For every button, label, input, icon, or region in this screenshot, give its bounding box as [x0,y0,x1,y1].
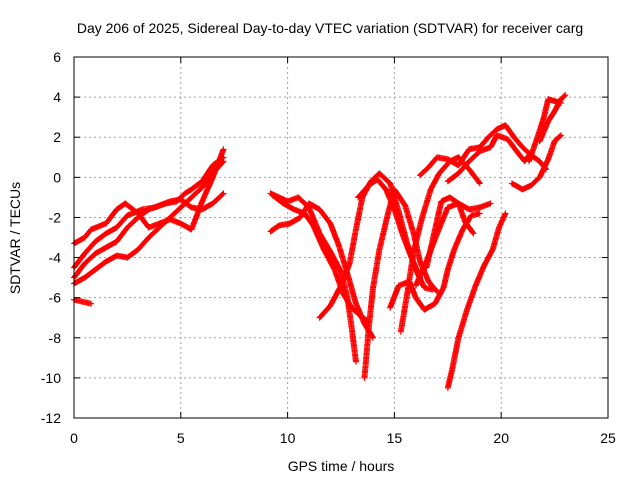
x-tick-label: 15 [387,430,403,446]
plot-frame [73,56,609,419]
series-arc20 [526,96,564,165]
x-tick-label: 5 [177,430,185,446]
x-tick-label: 20 [493,430,509,446]
x-tick-label: 0 [70,430,78,446]
data-point-markers [444,210,509,391]
chart-title: Day 206 of 2025, Sidereal Day-to-day VTE… [77,20,583,36]
data-point-markers [267,200,376,341]
y-tick-label: -10 [41,370,61,386]
grid-layer [74,57,608,418]
y-tick-label: 0 [53,169,61,185]
y-tick-label: 4 [53,89,61,105]
data-point-markers [71,146,227,247]
y-tick-label: -8 [49,330,62,346]
series-arc16 [444,210,509,391]
y-tick-label: 2 [53,129,61,145]
series-arc10 [361,186,441,381]
x-tick-label: 25 [600,430,616,446]
data-point-markers [361,186,441,381]
x-axis-label: GPS time / hours [288,458,395,474]
data-point-markers [423,194,477,271]
data-point-markers [444,132,532,185]
y-axis-label: SDTVAR / TECUs [7,182,23,294]
series-arc1 [71,146,227,247]
series-arc15 [423,194,477,271]
data-point-markers [536,92,569,145]
data-point-markers [508,132,564,193]
series-arc6 [267,200,376,341]
y-tick-label: 6 [53,49,61,65]
data-point-markers [526,96,564,165]
series-arc21 [536,92,569,145]
x-tick-label: 10 [280,430,296,446]
data-point-markers [269,192,372,325]
y-tick-label: -2 [49,209,62,225]
series-arc8 [269,192,372,325]
y-tick-label: -12 [41,410,61,426]
y-tick-label: -6 [49,290,62,306]
series-arc19 [508,132,564,193]
series-arc17 [444,132,532,185]
y-tick-label: -4 [49,250,62,266]
